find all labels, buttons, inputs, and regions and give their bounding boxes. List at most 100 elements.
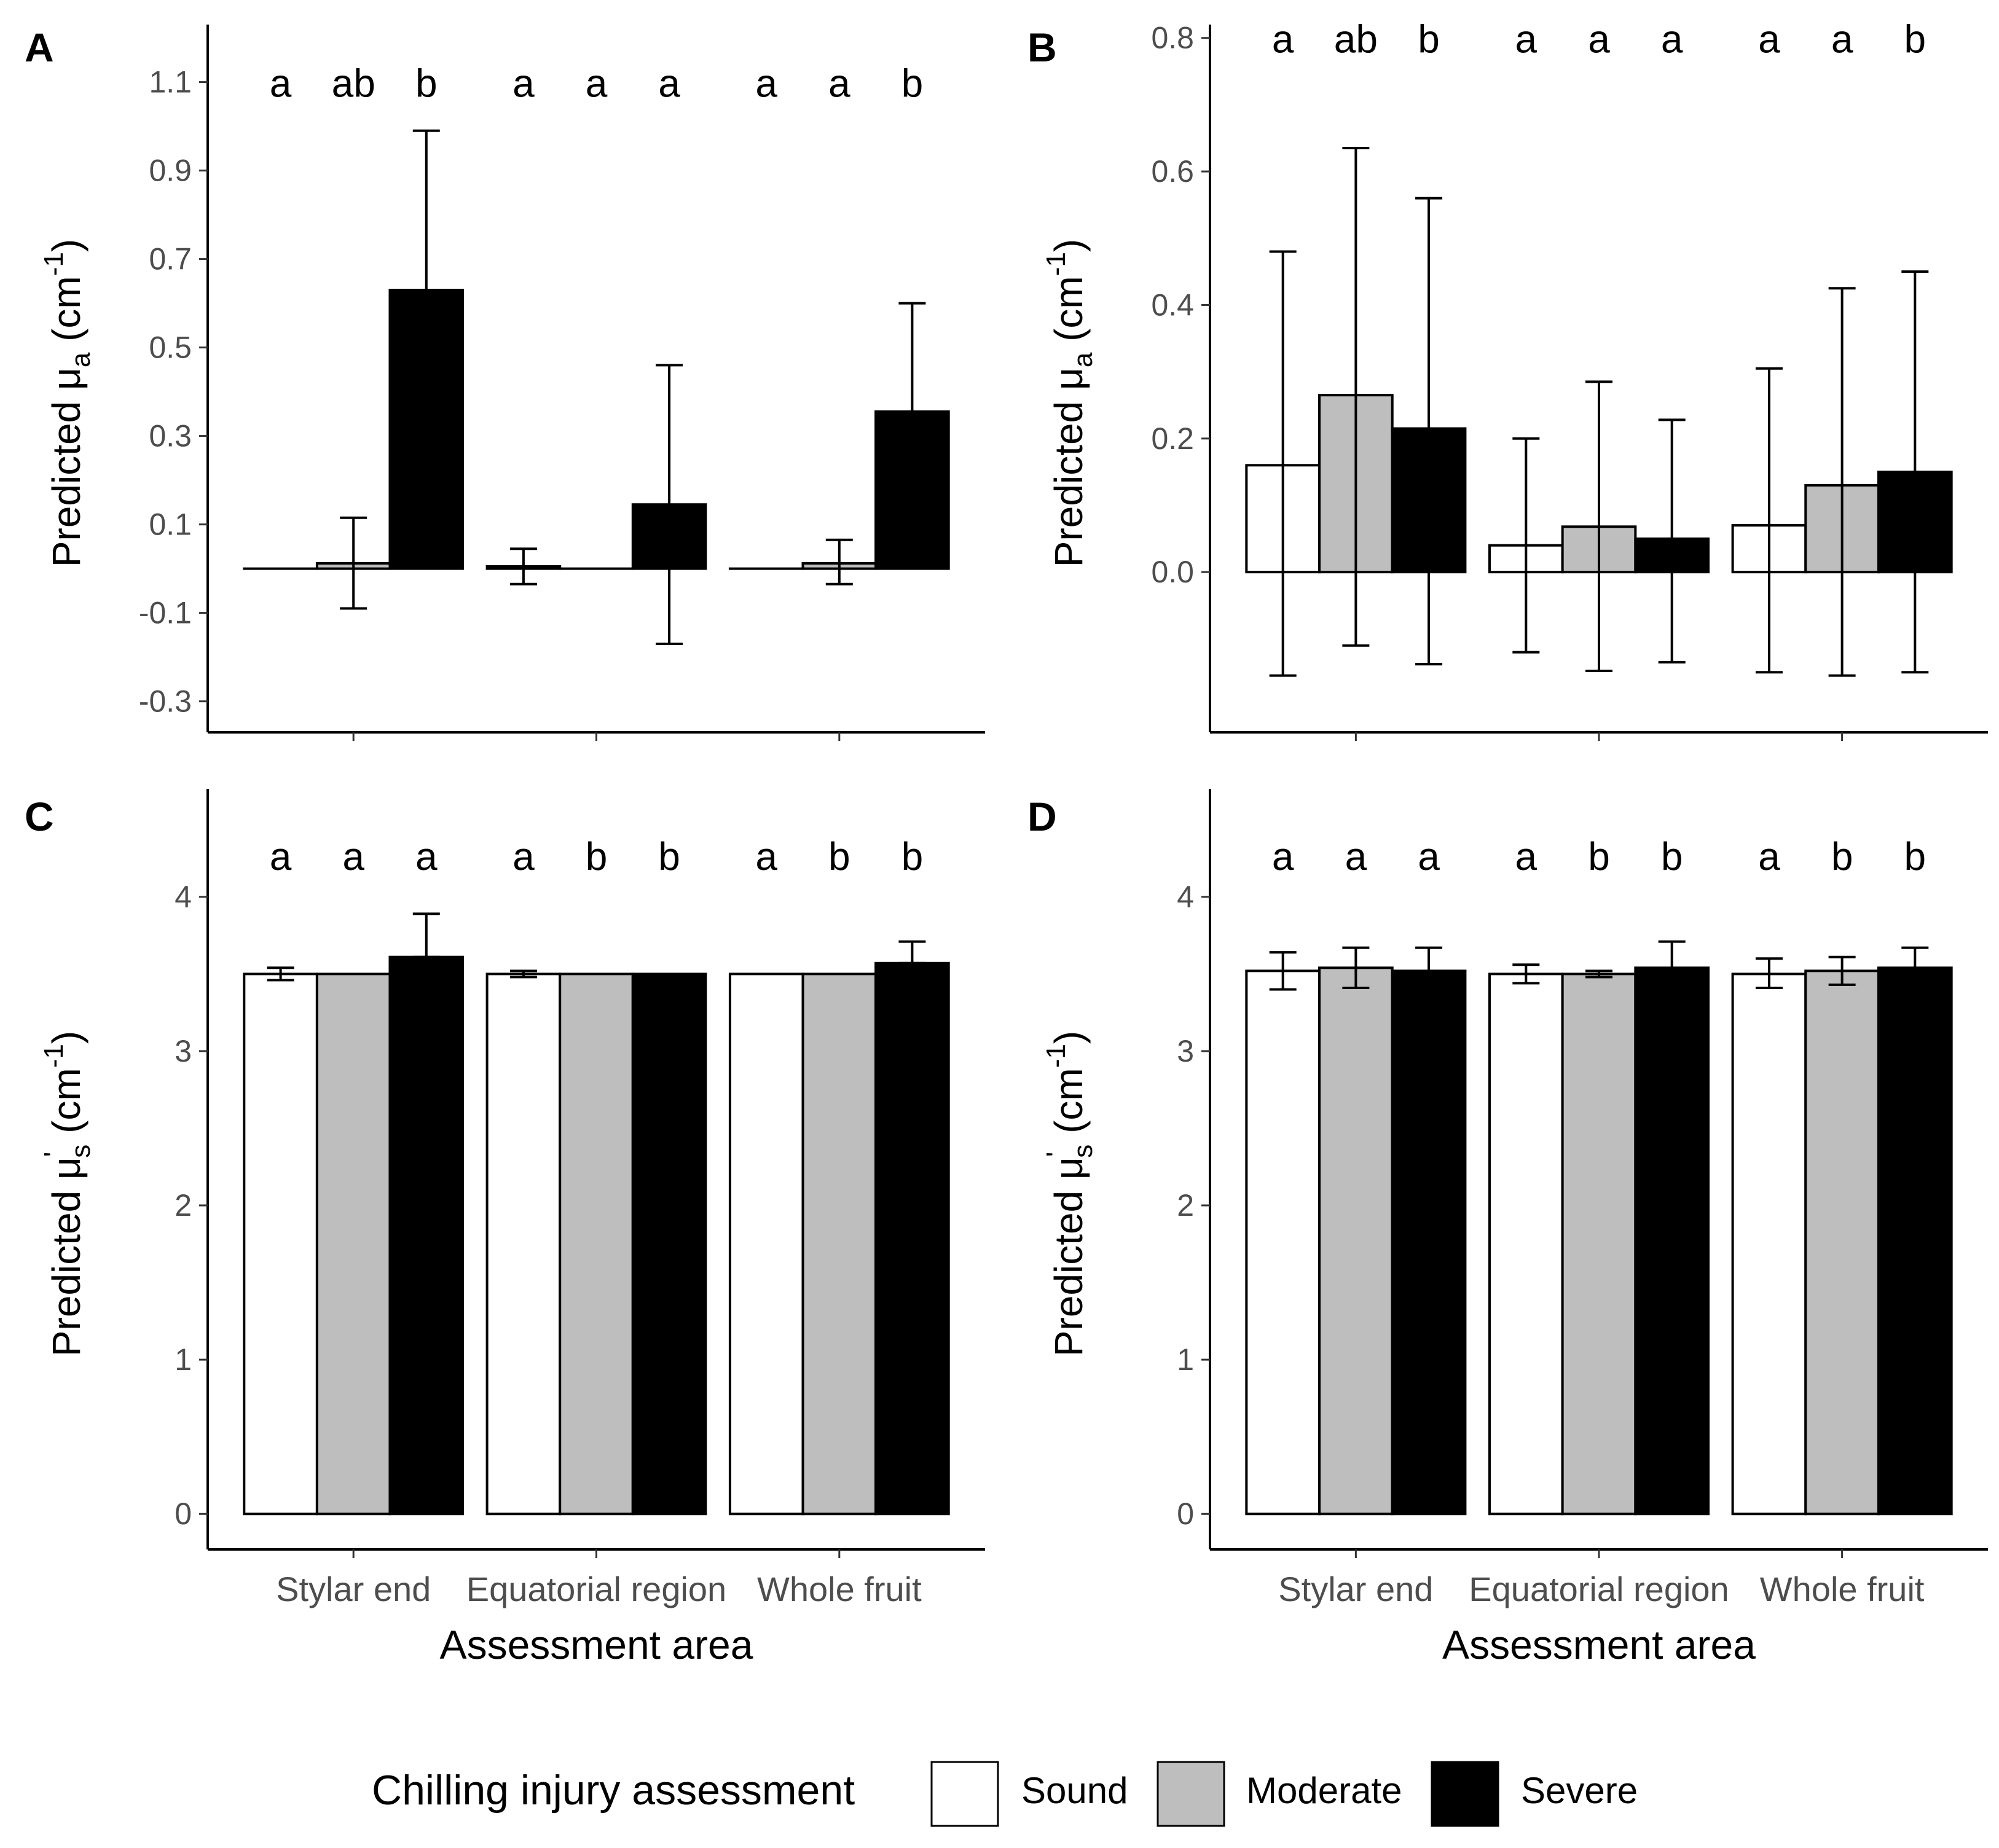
- y-axis-title: Predicted μa (cm-1): [1041, 239, 1098, 567]
- y-tick-label: 0.8: [1151, 21, 1194, 55]
- y-tick-label: 0.5: [149, 331, 192, 365]
- significance-letter: a: [1418, 834, 1440, 879]
- bar: [559, 973, 634, 1516]
- y-tick-label: 0.3: [149, 419, 192, 453]
- bar: [1245, 969, 1321, 1516]
- y-tick-label: 0.9: [149, 154, 192, 188]
- significance-letter: a: [513, 61, 535, 106]
- y-tick-label: 1: [175, 1342, 192, 1377]
- legend: Chilling injury assessment Sound Moderat…: [372, 1761, 1638, 1827]
- legend-key-severe: [1431, 1761, 1499, 1827]
- significance-letter: a: [270, 834, 292, 879]
- legend-key-moderate: [1157, 1761, 1225, 1827]
- significance-letter: a: [1515, 17, 1538, 61]
- y-tick-label: 0.2: [1151, 421, 1194, 456]
- bar: [1318, 966, 1394, 1516]
- bar: [1804, 969, 1880, 1516]
- x-tick-label: Stylar end: [1278, 1570, 1433, 1608]
- y-tick-label: 0: [175, 1497, 192, 1531]
- significance-letter: b: [901, 61, 924, 106]
- bar: [388, 289, 465, 570]
- legend-label-moderate: Moderate: [1246, 1770, 1402, 1811]
- y-tick-label: 4: [175, 880, 192, 914]
- y-tick-label: 2: [1177, 1188, 1194, 1223]
- significance-letter: b: [658, 834, 680, 879]
- significance-letter: a: [1661, 17, 1683, 61]
- bar: [1731, 973, 1807, 1516]
- bar: [485, 973, 562, 1516]
- y-tick-label: 0.0: [1151, 555, 1194, 589]
- significance-letter: a: [415, 834, 438, 879]
- x-axis-title: Assessment area: [1442, 1622, 1756, 1667]
- significance-letter: ab: [1334, 17, 1378, 61]
- y-tick-label: 0.4: [1151, 288, 1194, 322]
- significance-letter: b: [1588, 834, 1610, 879]
- y-tick-label: 0.7: [149, 242, 192, 276]
- y-tick-label: 1.1: [149, 65, 192, 100]
- significance-letter: a: [1515, 834, 1538, 879]
- x-tick-label: Equatorial region: [466, 1570, 726, 1608]
- significance-letter: b: [1904, 17, 1926, 61]
- y-tick-label: -0.1: [139, 596, 192, 630]
- significance-letter: a: [1831, 17, 1853, 61]
- panel-tag: A: [25, 25, 54, 70]
- significance-letter: a: [1272, 834, 1294, 879]
- y-tick-label: 1: [1177, 1342, 1194, 1377]
- y-axis-title: Predicted μa (cm-1): [39, 239, 96, 567]
- significance-letter: b: [1661, 834, 1683, 879]
- panels: A-0.3-0.10.10.30.50.70.91.1 a a aab a ab a bPre…: [25, 17, 1988, 1667]
- significance-letter: ab: [332, 61, 375, 106]
- legend-title: Chilling injury assessment: [372, 1767, 855, 1814]
- bar: [631, 973, 707, 1516]
- panel-d: D 0 1 2 3 4 a a a a b b a b b Stylar end Equatorial regi…: [1027, 789, 1988, 1667]
- legend-label-sound: Sound: [1021, 1770, 1128, 1811]
- significance-letter: a: [586, 61, 608, 106]
- significance-letter: b: [586, 834, 608, 879]
- panel-a: A-0.3-0.10.10.30.50.70.91.1 a a aab a ab a bPre…: [25, 25, 985, 741]
- panel-tag: D: [1027, 794, 1057, 839]
- significance-letter: a: [828, 61, 850, 106]
- significance-letter: a: [1758, 834, 1780, 879]
- x-tick-label: Whole fruit: [757, 1570, 922, 1608]
- y-tick-label: 3: [1177, 1034, 1194, 1068]
- y-tick-label: 0.1: [149, 507, 192, 542]
- x-tick-label: Equatorial region: [1469, 1570, 1729, 1608]
- bar: [1391, 969, 1467, 1516]
- y-tick-label: 3: [175, 1034, 192, 1068]
- significance-letter: b: [828, 834, 850, 879]
- significance-letter: a: [755, 834, 777, 879]
- significance-letter: a: [342, 834, 364, 879]
- significance-letter: b: [1904, 834, 1926, 879]
- bar: [1634, 966, 1710, 1516]
- y-tick-label: 4: [1177, 880, 1194, 914]
- bar: [1488, 973, 1564, 1516]
- bar: [315, 973, 391, 1516]
- significance-letter: b: [901, 834, 924, 879]
- y-tick-label: 2: [175, 1188, 192, 1223]
- bar: [1561, 973, 1637, 1516]
- bar: [388, 955, 465, 1516]
- bar: [874, 410, 950, 570]
- y-axis-title: Predicted μ's (cm-1): [1041, 1031, 1098, 1357]
- significance-letter: a: [513, 834, 535, 879]
- bar: [874, 961, 950, 1516]
- panel-tag: C: [25, 794, 54, 839]
- x-tick-label: Stylar end: [276, 1570, 431, 1608]
- bar: [1877, 966, 1953, 1516]
- significance-letter: b: [415, 61, 438, 106]
- significance-letter: a: [270, 61, 292, 106]
- panel-c: C 0 1 2 3 4 a a a a b b a b b Stylar end Equatorial regi…: [25, 789, 985, 1667]
- x-tick-label: Whole fruit: [1760, 1570, 1925, 1608]
- significance-letter: a: [1272, 17, 1294, 61]
- y-tick-label: 0.6: [1151, 154, 1194, 189]
- significance-letter: b: [1831, 834, 1853, 879]
- significance-letter: a: [755, 61, 777, 106]
- legend-label-severe: Severe: [1521, 1770, 1638, 1811]
- significance-letter: a: [1588, 17, 1610, 61]
- y-tick-label: -0.3: [139, 684, 192, 719]
- bar: [801, 973, 878, 1516]
- significance-letter: a: [1345, 834, 1367, 879]
- x-axis-title: Assessment area: [440, 1622, 753, 1667]
